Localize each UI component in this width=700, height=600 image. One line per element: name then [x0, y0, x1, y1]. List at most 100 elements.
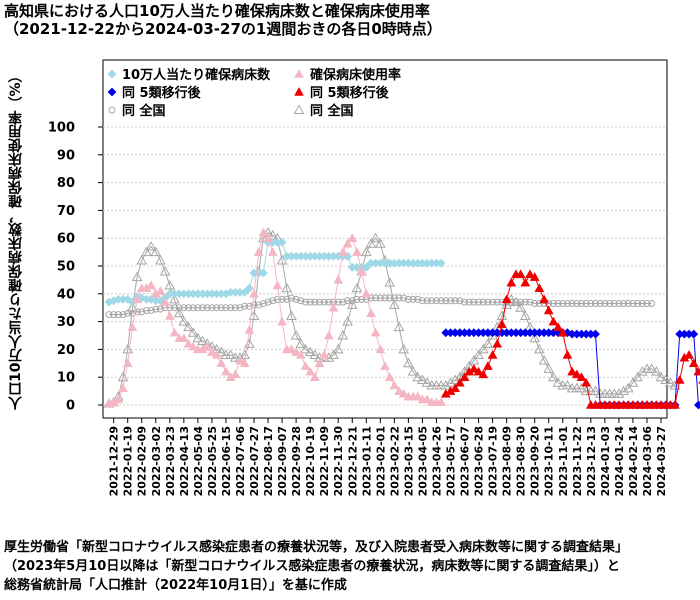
y-tick-label: 0 — [66, 399, 75, 414]
data-point — [240, 287, 250, 297]
data-point — [650, 366, 662, 376]
x-tick-label: 2021-12-29 — [108, 426, 121, 496]
data-point — [295, 338, 307, 348]
data-point — [187, 327, 199, 337]
data-point — [123, 294, 133, 304]
data-point — [468, 363, 479, 373]
data-point — [479, 298, 487, 306]
data-point — [487, 329, 498, 340]
data-point — [534, 343, 545, 354]
x-tick-label: 2024-03-27 — [655, 426, 668, 496]
x-tick-label: 2024-01-24 — [613, 426, 626, 497]
data-point — [155, 254, 166, 265]
data-point — [147, 306, 155, 314]
data-point — [325, 298, 333, 306]
data-point — [300, 361, 311, 370]
data-point — [127, 302, 138, 312]
data-point — [421, 377, 433, 387]
data-point — [417, 374, 428, 384]
data-point — [398, 388, 409, 398]
data-point — [183, 321, 194, 332]
data-point — [403, 357, 414, 368]
data-point — [615, 300, 623, 308]
x-tick-label: 2023-02-22 — [388, 426, 401, 496]
data-point — [557, 327, 568, 337]
data-point — [689, 329, 699, 339]
data-point — [606, 300, 614, 308]
data-point — [337, 329, 349, 340]
data-point — [328, 349, 339, 359]
x-tick-label: 2022-06-15 — [220, 426, 233, 496]
x-tick-label: 2023-11-01 — [557, 426, 570, 496]
data-point — [333, 274, 344, 284]
data-point — [395, 294, 403, 302]
data-point — [693, 400, 700, 410]
data-point — [286, 310, 297, 321]
x-tick-label: 2022-05-04 — [192, 426, 205, 497]
data-point — [253, 247, 264, 256]
data-point — [618, 385, 629, 396]
data-point — [361, 262, 371, 272]
data-point — [620, 300, 628, 308]
data-point — [404, 295, 412, 303]
data-point — [428, 297, 436, 305]
data-point — [346, 299, 358, 309]
data-point — [178, 333, 189, 343]
data-point — [230, 369, 241, 379]
data-point — [309, 349, 321, 359]
data-point — [337, 247, 348, 256]
data-point — [515, 302, 527, 312]
legend-label: 確保病床使用率 — [310, 67, 401, 83]
x-tick-label: 2023-08-09 — [501, 426, 514, 496]
data-point — [674, 374, 685, 384]
data-point — [381, 294, 389, 302]
data-point — [374, 238, 386, 248]
y-tick-label: 30 — [57, 315, 75, 330]
data-point — [552, 377, 564, 387]
data-point — [529, 332, 541, 343]
y-tick-label: 50 — [57, 260, 75, 275]
data-point — [375, 344, 386, 354]
chart-title: 高知県における人口10万人当たり確保病床数と確保病床使用率 — [4, 2, 430, 20]
x-tick-label: 2022-04-13 — [178, 426, 191, 496]
data-point — [248, 310, 260, 321]
data-point — [543, 305, 554, 315]
data-point — [688, 358, 699, 368]
data-point — [138, 308, 146, 316]
data-point — [203, 304, 211, 312]
data-point — [473, 349, 484, 359]
data-point — [475, 298, 483, 306]
data-point — [562, 380, 573, 390]
data-point — [146, 294, 156, 304]
data-point — [255, 301, 263, 309]
data-point — [627, 377, 639, 387]
legend-marker — [294, 68, 304, 78]
data-point — [367, 294, 375, 302]
data-point — [305, 366, 316, 376]
x-tick-label: 2023-06-07 — [459, 426, 472, 496]
data-point — [202, 341, 213, 351]
data-point — [216, 358, 227, 368]
data-point — [332, 343, 344, 354]
data-point — [173, 307, 185, 318]
data-point — [183, 338, 194, 348]
data-point — [592, 300, 600, 308]
data-point — [189, 304, 197, 312]
data-point — [450, 383, 461, 393]
data-point — [221, 366, 231, 376]
data-point — [535, 300, 543, 308]
data-point — [281, 282, 293, 293]
data-point — [539, 294, 549, 304]
data-point — [156, 305, 164, 313]
data-point — [188, 341, 199, 351]
x-tick-label: 2023-11-22 — [571, 426, 584, 496]
data-point — [113, 394, 124, 404]
data-point — [319, 349, 330, 359]
data-point — [142, 306, 150, 314]
data-point — [665, 377, 676, 387]
x-tick-label: 2024-01-03 — [599, 426, 612, 496]
x-tick-label: 2024-03-06 — [641, 426, 654, 497]
data-point — [432, 297, 440, 305]
data-point — [519, 310, 531, 321]
